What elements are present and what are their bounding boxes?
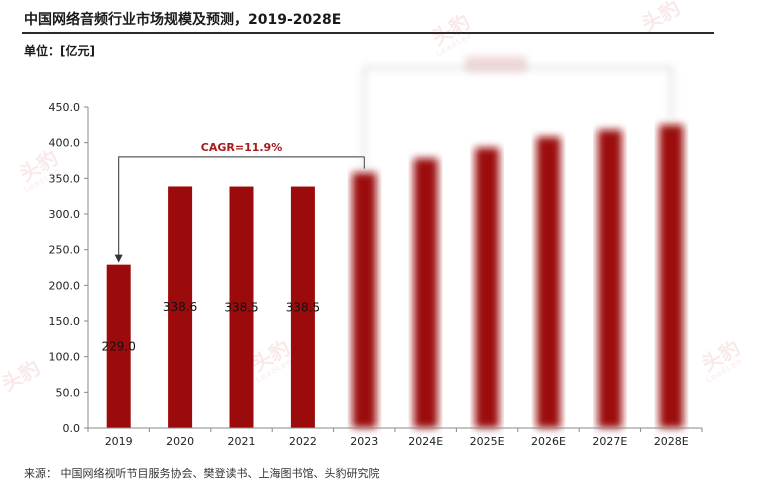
data-label: 338.5 <box>224 300 258 314</box>
x-tick-label: 2026E <box>531 435 566 448</box>
bar <box>168 186 193 428</box>
data-label: 338.6 <box>163 300 197 314</box>
x-tick-label: 2023 <box>350 435 378 448</box>
data-label: 229.0 <box>102 339 136 353</box>
x-tick-label: 2028E <box>654 435 689 448</box>
y-tick-label: 450.0 <box>49 101 81 114</box>
source-note: 来源： 中国网络视听节目服务协会、樊登读书、上海图书馆、头豹研究院 <box>24 467 380 480</box>
bar <box>229 186 254 428</box>
cagr-label: CAGR=11.9% <box>201 141 282 154</box>
y-tick-label: 200.0 <box>49 279 81 292</box>
y-tick-label: 250.0 <box>49 244 81 257</box>
y-tick-label: 400.0 <box>49 137 81 150</box>
bar <box>597 129 622 428</box>
bar <box>413 158 438 429</box>
bar <box>290 186 315 428</box>
bar <box>659 124 684 428</box>
y-tick-label: 300.0 <box>49 208 81 221</box>
y-tick-label: 100.0 <box>49 351 81 364</box>
title-divider <box>22 32 714 34</box>
x-tick-label: 2025E <box>470 435 505 448</box>
x-tick-label: 2022 <box>289 435 317 448</box>
x-tick-label: 2019 <box>105 435 133 448</box>
bar <box>536 136 561 428</box>
bar <box>475 147 500 428</box>
y-tick-label: 0.0 <box>63 422 81 435</box>
y-tick-label: 50.0 <box>56 386 81 399</box>
x-tick-label: 2027E <box>592 435 627 448</box>
bar <box>352 172 377 428</box>
blurred-bracket <box>363 67 673 169</box>
y-tick-label: 350.0 <box>49 172 81 185</box>
y-tick-label: 150.0 <box>49 315 81 328</box>
chart-title: 中国网络音频行业市场规模及预测，2019-2028E <box>24 12 342 28</box>
x-tick-label: 2020 <box>166 435 194 448</box>
data-label: 338.5 <box>286 300 320 314</box>
x-tick-label: 2021 <box>228 435 256 448</box>
x-tick-label: 2024E <box>408 435 443 448</box>
unit-label: 单位：[亿元] <box>24 44 95 58</box>
bar <box>106 264 131 428</box>
